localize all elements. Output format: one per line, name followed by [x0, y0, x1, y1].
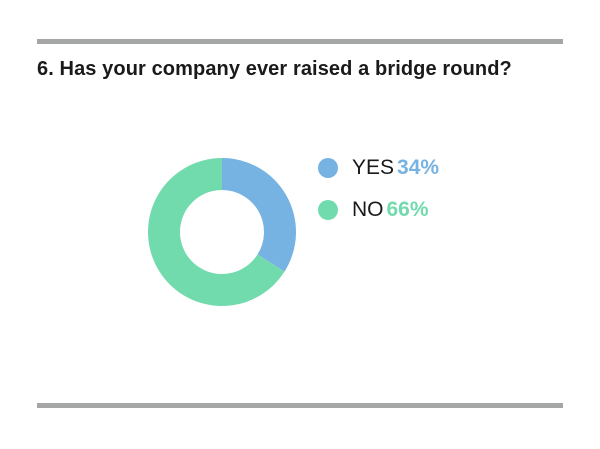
legend-dot-yes [318, 158, 338, 178]
donut-slice-yes [222, 158, 296, 272]
top-divider [37, 39, 563, 44]
legend-dot-no [318, 200, 338, 220]
legend-value-yes: 34% [397, 156, 440, 179]
chart-legend: YES 34% NO 66% [318, 152, 439, 236]
legend-value-no: 66% [386, 198, 429, 221]
donut-slice-no [148, 158, 285, 306]
bottom-divider [37, 403, 563, 408]
legend-label-yes: YES [352, 156, 395, 179]
page-title: 6. Has your company ever raised a bridge… [37, 58, 512, 80]
legend-item-yes: YES 34% [318, 152, 439, 184]
donut-chart [148, 158, 296, 306]
legend-item-no: NO 66% [318, 194, 439, 226]
legend-label-no: NO [352, 198, 384, 221]
